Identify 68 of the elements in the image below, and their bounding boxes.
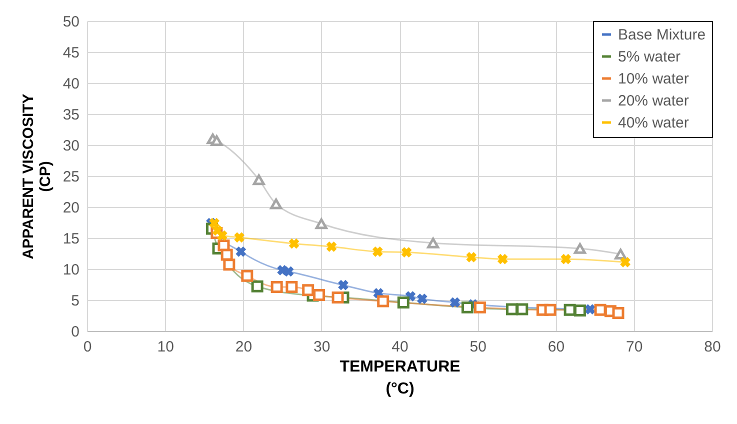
legend-label: 5% water <box>618 48 681 66</box>
y-tick-label: 35 <box>62 106 80 124</box>
point <box>401 247 412 258</box>
point <box>283 266 294 277</box>
point <box>614 248 627 260</box>
point <box>338 280 348 290</box>
x-tick-label: 80 <box>704 338 721 356</box>
point <box>302 284 314 296</box>
point <box>209 218 220 228</box>
point <box>288 238 300 249</box>
point <box>416 294 428 304</box>
legend-label: Base Mixture <box>618 26 706 44</box>
point <box>620 256 630 268</box>
point <box>220 248 233 261</box>
point <box>516 303 528 316</box>
legend-label: 40% water <box>618 114 689 132</box>
y-tick-label: 5 <box>71 292 80 310</box>
point <box>332 292 344 304</box>
point <box>270 198 282 210</box>
point <box>372 246 383 257</box>
point <box>574 243 586 254</box>
y-tick-label: 40 <box>62 76 80 92</box>
y-tick-label: 20 <box>62 200 80 216</box>
y-tick-label: 25 <box>62 168 80 186</box>
point <box>315 218 328 230</box>
legend-label: 20% water <box>618 92 689 110</box>
point <box>574 304 586 317</box>
x-tick-label: 50 <box>470 338 486 356</box>
point <box>612 307 624 320</box>
point <box>544 304 556 316</box>
point <box>584 304 596 314</box>
point <box>234 232 245 243</box>
point <box>270 280 283 293</box>
y-tick-label: 30 <box>62 138 80 154</box>
x-tick-label: 70 <box>626 338 643 356</box>
point <box>466 252 477 262</box>
legend-label: 10% water <box>618 70 689 88</box>
x-axis-title: TEMPERATURE (°C) <box>340 358 461 398</box>
x-tick-label: 30 <box>314 338 330 356</box>
point <box>216 230 228 241</box>
x-tick-label: 40 <box>392 338 408 356</box>
point <box>223 258 236 271</box>
point <box>461 301 474 314</box>
y-tick-label: 0 <box>71 324 80 340</box>
point <box>313 289 326 302</box>
point <box>241 270 254 282</box>
x-tick-label: 20 <box>235 338 252 356</box>
point <box>377 295 390 308</box>
y-tick-label: 10 <box>62 262 80 278</box>
point <box>236 246 246 257</box>
y-axis-title: APPARENT VISCOSITY (CP) <box>20 94 54 260</box>
point <box>497 254 508 264</box>
x-tick-label: 0 <box>83 338 92 356</box>
point <box>474 301 486 314</box>
point <box>286 280 298 293</box>
point <box>450 297 460 308</box>
y-tick-label: 50 <box>62 14 80 30</box>
y-tick-label: 15 <box>62 230 80 248</box>
point <box>427 238 440 248</box>
point <box>560 254 572 264</box>
x-tick-label: 60 <box>548 338 565 356</box>
y-tick-label: 45 <box>62 44 80 62</box>
point <box>326 241 337 252</box>
point <box>397 296 410 308</box>
point <box>251 280 264 292</box>
point <box>252 174 265 186</box>
x-tick-label: 10 <box>157 338 174 356</box>
point <box>210 135 223 146</box>
